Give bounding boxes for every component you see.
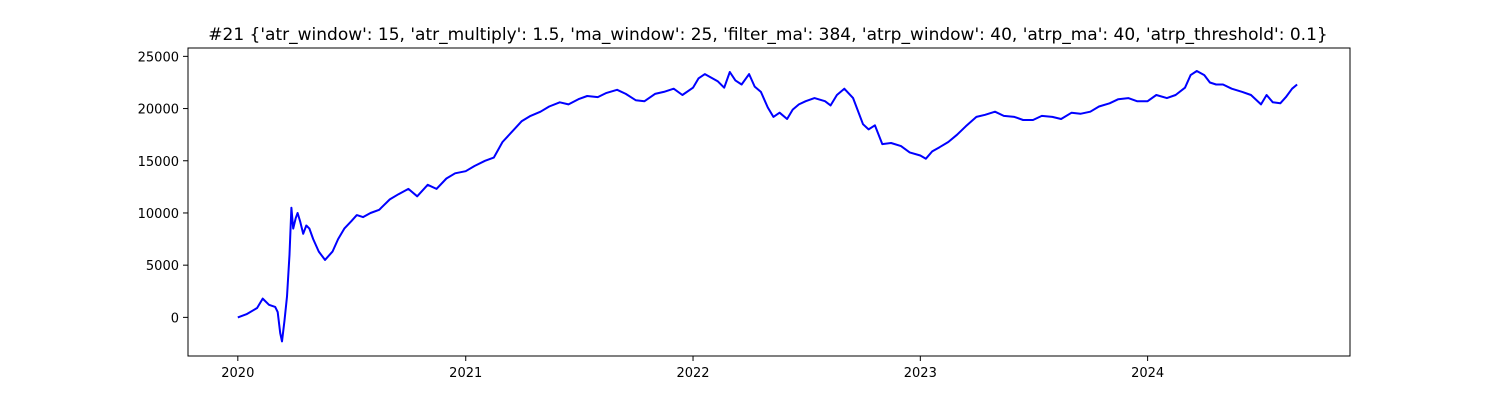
x-tick-label: 2020 [221,366,254,381]
plot-frame [187,47,1351,357]
x-tick-label: 2023 [904,366,937,381]
series-layer [237,70,1298,343]
chart-title: #21 {'atr_window': 15, 'atr_multiply': 1… [208,25,1327,45]
y-tick-label: 25000 [138,50,179,65]
y-tick-label: 5000 [146,259,179,274]
x-tick-label: 2022 [676,366,709,381]
x-axis: 2020 2021 2022 2023 2024 [221,356,1164,381]
y-tick-label: 20000 [138,103,179,118]
y-tick-label: 10000 [138,207,179,222]
y-tick-label: 15000 [138,155,179,170]
y-axis: 0 5000 10000 15000 20000 25000 [138,50,188,326]
x-tick-label: 2021 [449,366,482,381]
y-tick-label: 0 [171,311,179,326]
series-line [237,70,1298,343]
x-tick-label: 2024 [1131,366,1164,381]
